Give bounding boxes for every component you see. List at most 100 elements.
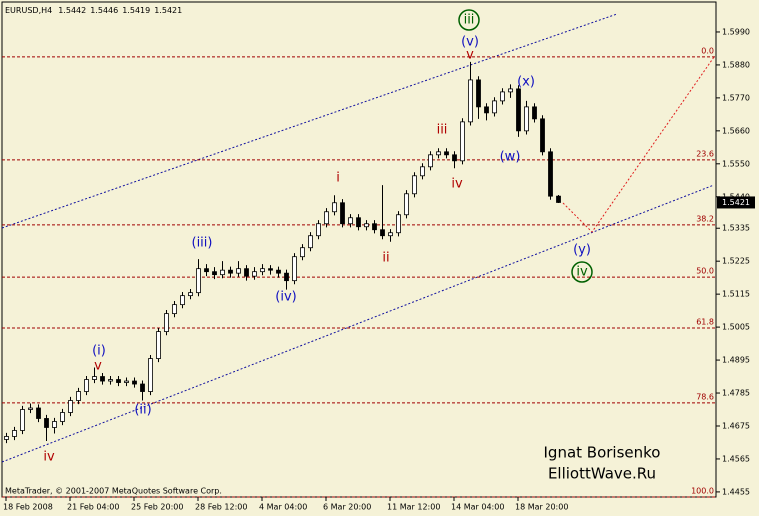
candle-body [388,232,393,237]
fib-label: 78.6 [696,392,714,401]
candle-body [276,269,281,274]
fib-label: 38.2 [696,214,714,223]
candle-body [292,256,297,282]
watermark: ElliottWave.Ru [548,465,656,483]
candle-body [548,151,553,197]
candle-body [260,268,265,273]
axes: 1.59901.58801.57701.56601.55501.54401.53… [3,27,755,512]
candle-body [428,154,433,168]
candle-body [172,304,177,315]
lower-channel-line [1,184,715,463]
candle-body [372,223,377,231]
candle-body [196,268,201,294]
y-tick-label: 1.5880 [722,60,750,69]
footer: MetaTrader, © 2001-2007 MetaQuotes Softw… [5,487,222,496]
candle-body [316,223,321,237]
candle-body [460,121,465,162]
x-tick-label: 18 Mar 20:00 [515,503,568,512]
candle-body [124,380,129,383]
candle-body [364,223,369,228]
y-tick-label: 1.5660 [722,126,750,135]
candle-body [12,430,17,437]
candle-body [52,421,57,428]
y-tick-label: 1.4785 [722,389,750,398]
fibonacci: 0.0 23.6 38.2 50.0 61.8 78.6 100.0 [2,46,716,498]
y-tick-label: 1.5335 [722,224,750,233]
wave-label: (ii) [134,403,151,418]
candle-body [156,331,161,359]
y-tick-label: 1.4895 [722,356,750,365]
wave-label: iii [437,123,448,138]
projection-line [562,56,715,233]
candle-body [468,79,473,123]
candle-body [412,175,417,195]
x-tick-label: 18 Feb 2008 [3,503,53,512]
y-tick-label: 1.5990 [722,27,750,36]
candle-body [300,247,305,258]
wave-labels: iii (v) v (x) iii (w) iv i ii (iii) (iv)… [43,13,591,465]
candle-body [380,229,385,237]
wave-label: v [94,359,102,374]
candle-body [188,292,193,297]
candle-body [164,313,169,333]
candle-body [444,151,449,156]
candle-body [28,407,33,410]
candle-body [324,211,329,225]
candle-body [212,271,217,276]
candle-body [180,295,185,306]
candle-body [484,106,489,114]
wave-label: iii [464,13,475,28]
candle-body [268,268,273,271]
candle-body [332,202,337,213]
y-tick-label: 1.5225 [722,257,750,266]
fib-label: 50.0 [696,267,714,276]
wave-label: (x) [517,75,535,90]
candle-body [348,217,353,225]
wave-label: (i) [92,344,106,359]
candle-body [420,166,425,177]
candle-body [476,79,481,108]
wave-label: (v) [461,35,479,50]
candle-body [436,151,441,156]
candle-body [4,436,9,440]
x-tick-label: 25 Feb 20:00 [131,503,183,512]
low: 1.5419 [122,6,150,15]
y-tick-label: 1.4675 [722,421,750,430]
candle-body [20,409,25,431]
wave-label: (y) [573,243,591,258]
high: 1.5446 [90,6,118,15]
candle-body [60,412,65,422]
wave-label: iv [43,450,55,465]
candle-body [340,202,345,225]
candle-body [244,268,249,277]
candle-body [204,268,209,273]
wave-label: ii [382,251,389,266]
y-tick-label: 1.5770 [722,93,750,102]
candle-body [252,271,257,277]
price-marker [717,196,755,209]
symbol: EURUSD,H4 [5,6,52,15]
candle-body [532,106,537,120]
candle-body [116,379,121,383]
candle-body [356,217,361,228]
candle-body [236,268,241,274]
upper-channel-line [1,13,618,229]
y-tick-label: 1.5005 [722,323,750,332]
close: 1.5421 [154,6,182,15]
fib-label: 61.8 [696,318,714,327]
y-tick-label: 1.5550 [722,159,750,168]
wave-circle [458,9,480,31]
candle-body [492,100,497,114]
candle-body [36,407,41,419]
candle-body [284,272,289,282]
candle-body [308,235,313,249]
fib-label: 100.0 [691,487,714,496]
y-tick-label: 1.4565 [722,454,750,463]
wave-label: iv [451,177,463,192]
watermark: Ignat Borisenko [544,444,661,462]
x-tick-label: 21 Feb 04:00 [67,503,119,512]
candle-body [76,391,81,401]
plot-frame [1,1,717,498]
